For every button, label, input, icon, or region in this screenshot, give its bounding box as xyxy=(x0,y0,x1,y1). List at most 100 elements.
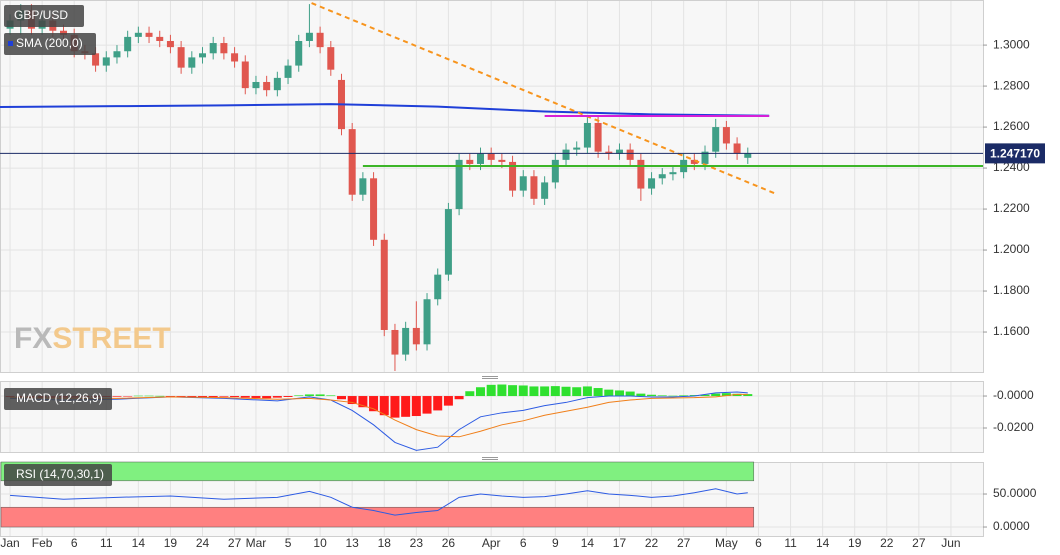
macd-histogram-bar xyxy=(700,394,710,397)
candle-body xyxy=(573,147,581,150)
candle-body xyxy=(562,149,570,160)
candle-body xyxy=(626,149,634,160)
candle-body xyxy=(509,161,517,191)
candle-body xyxy=(305,32,313,41)
macd-histogram-bar xyxy=(358,396,368,408)
x-tick-label: 19 xyxy=(848,536,862,550)
x-tick-label: 22 xyxy=(880,536,894,550)
candle-body xyxy=(327,47,335,70)
macd-histogram-bar xyxy=(422,396,432,414)
x-tick-label: 11 xyxy=(784,536,797,550)
x-tick-label: 19 xyxy=(164,536,178,550)
x-tick-label: Jan xyxy=(0,536,19,550)
candle-body xyxy=(498,159,506,162)
macd-histogram-bar xyxy=(647,394,657,397)
macd-histogram-bar xyxy=(347,396,357,405)
macd-histogram-bar xyxy=(679,395,689,397)
x-tick-label: Jun xyxy=(941,536,960,550)
candle-body xyxy=(637,159,645,189)
rsi-band xyxy=(0,506,755,528)
macd-histogram-bar xyxy=(721,393,731,397)
candle-body xyxy=(541,182,549,199)
x-tick-label: Apr xyxy=(482,536,501,550)
candle-body xyxy=(444,209,452,275)
candle-body xyxy=(423,299,431,345)
x-tick-label: 11 xyxy=(100,536,113,550)
rsi-label: RSI (14,70,30,1) xyxy=(16,467,104,481)
legend-box xyxy=(4,388,112,410)
x-tick-label: 10 xyxy=(313,536,327,550)
macd-histogram-bar xyxy=(433,396,443,411)
candle-body xyxy=(188,57,196,68)
candle-body xyxy=(583,122,591,148)
symbol-label: GBP/USD xyxy=(14,8,68,22)
grid: FXSTREET xyxy=(0,1,987,536)
candle-body xyxy=(712,127,720,152)
macd-histogram-bar xyxy=(508,385,518,397)
candle-body xyxy=(466,159,474,164)
macd-histogram-bar xyxy=(668,395,678,397)
x-tick-label: 27 xyxy=(912,536,926,550)
candle-body xyxy=(476,153,484,164)
macd-histogram-bar xyxy=(144,395,154,397)
candle-body xyxy=(359,178,367,195)
macd-line xyxy=(10,393,748,438)
x-tick-label: 6 xyxy=(71,536,78,550)
x-tick-label: 27 xyxy=(228,536,242,550)
macd-label: MACD (12,26,9) xyxy=(16,391,103,405)
handle-line xyxy=(482,376,498,377)
macd-histogram-bar xyxy=(743,394,753,397)
x-tick-label: 6 xyxy=(755,536,762,550)
macd-histogram-bar xyxy=(401,396,411,417)
handle-line xyxy=(482,459,498,460)
candle-body xyxy=(551,159,559,183)
candle-body xyxy=(295,40,303,66)
candle-body xyxy=(263,81,271,91)
macd-histogram-bar xyxy=(604,389,614,397)
macd-histogram-bar xyxy=(326,395,336,397)
x-tick-label: May xyxy=(715,536,738,550)
macd-histogram-bar xyxy=(486,384,496,397)
candle-body xyxy=(402,327,410,355)
macd-histogram-bar xyxy=(379,396,389,416)
macd-histogram-bar xyxy=(240,396,250,398)
macd-histogram-bar xyxy=(411,396,421,417)
macd-histogram-bar xyxy=(540,386,550,397)
macd-histogram-bar xyxy=(304,394,314,397)
candle-body xyxy=(166,40,174,48)
macd-histogram-bar xyxy=(251,396,261,398)
candle-body xyxy=(648,178,656,189)
macd-histogram-bar xyxy=(529,386,539,397)
macd-histogram-bar xyxy=(272,396,282,398)
y-tick-label: 1.1800 xyxy=(993,283,1030,297)
candle-body xyxy=(658,174,666,179)
macd-histogram-bar xyxy=(465,391,475,397)
macd-histogram-bar xyxy=(711,393,721,397)
macd-histogram-bar xyxy=(657,395,667,397)
candle-body xyxy=(252,81,260,89)
macd-histogram-bar xyxy=(572,387,582,397)
watermark-part: STREET xyxy=(52,322,170,355)
legend-box xyxy=(4,33,96,55)
candle-body xyxy=(199,53,207,58)
x-tick-label: 14 xyxy=(132,536,146,550)
macd-histogram-bar xyxy=(262,396,272,399)
handle-line xyxy=(482,378,498,379)
panel-handle[interactable] xyxy=(482,376,498,460)
candle-body xyxy=(669,172,677,175)
last-price-box xyxy=(985,143,1045,164)
x-tick-label: 9 xyxy=(552,536,559,550)
candle-body xyxy=(231,53,239,62)
watermark: FXSTREET xyxy=(14,322,171,355)
candle-body xyxy=(519,176,527,191)
legend-swatch xyxy=(8,41,13,46)
y-tick-label: -0.0000 xyxy=(993,388,1034,402)
macd-histogram-bar xyxy=(315,394,325,397)
candle-body xyxy=(60,30,68,35)
candle-body xyxy=(124,36,132,52)
candle-body xyxy=(209,43,217,54)
macd-histogram-bar xyxy=(336,396,346,400)
macd-histogram-bar xyxy=(112,396,122,397)
